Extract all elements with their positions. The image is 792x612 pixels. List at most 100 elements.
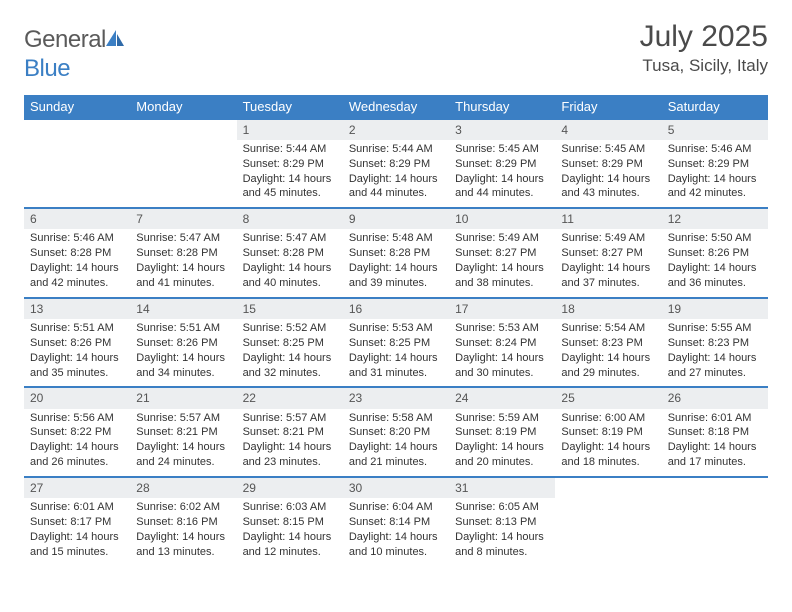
day-number: 14 — [130, 297, 236, 319]
day-number: 3 — [449, 118, 555, 140]
day-number: 25 — [555, 386, 661, 408]
daylight-line: Daylight: 14 hours and 8 minutes. — [455, 530, 549, 560]
dow-sunday: Sunday — [24, 95, 130, 118]
day-info: Sunrise: 6:03 AMSunset: 8:15 PMDaylight:… — [237, 498, 343, 565]
day-info: Sunrise: 5:55 AMSunset: 8:23 PMDaylight:… — [662, 319, 768, 386]
sunset-line: Sunset: 8:25 PM — [243, 336, 337, 351]
logo-text: GeneralBlue — [24, 26, 126, 83]
daylight-line: Daylight: 14 hours and 41 minutes. — [136, 261, 230, 291]
calendar-cell: 20Sunrise: 5:56 AMSunset: 8:22 PMDayligh… — [24, 386, 130, 476]
daylight-line: Daylight: 14 hours and 10 minutes. — [349, 530, 443, 560]
day-number-empty — [130, 118, 236, 140]
day-info: Sunrise: 5:51 AMSunset: 8:26 PMDaylight:… — [24, 319, 130, 386]
sunset-line: Sunset: 8:20 PM — [349, 425, 443, 440]
sunset-line: Sunset: 8:28 PM — [136, 246, 230, 261]
day-number-empty — [555, 476, 661, 498]
calendar-cell: 14Sunrise: 5:51 AMSunset: 8:26 PMDayligh… — [130, 297, 236, 387]
day-info: Sunrise: 5:47 AMSunset: 8:28 PMDaylight:… — [130, 229, 236, 296]
sunset-line: Sunset: 8:29 PM — [243, 157, 337, 172]
sunrise-line: Sunrise: 5:48 AM — [349, 231, 443, 246]
sunrise-line: Sunrise: 6:00 AM — [561, 411, 655, 426]
daylight-line: Daylight: 14 hours and 31 minutes. — [349, 351, 443, 381]
daylight-line: Daylight: 14 hours and 18 minutes. — [561, 440, 655, 470]
daylight-line: Daylight: 14 hours and 13 minutes. — [136, 530, 230, 560]
daylight-line: Daylight: 14 hours and 36 minutes. — [668, 261, 762, 291]
sunset-line: Sunset: 8:28 PM — [30, 246, 124, 261]
calendar-cell: 15Sunrise: 5:52 AMSunset: 8:25 PMDayligh… — [237, 297, 343, 387]
logo-part1: General — [24, 26, 106, 53]
daylight-line: Daylight: 14 hours and 35 minutes. — [30, 351, 124, 381]
calendar-cell: 26Sunrise: 6:01 AMSunset: 8:18 PMDayligh… — [662, 386, 768, 476]
calendar-cell — [662, 476, 768, 566]
day-number: 2 — [343, 118, 449, 140]
sunrise-line: Sunrise: 5:56 AM — [30, 411, 124, 426]
calendar-cell: 16Sunrise: 5:53 AMSunset: 8:25 PMDayligh… — [343, 297, 449, 387]
dow-friday: Friday — [555, 95, 661, 118]
daylight-line: Daylight: 14 hours and 23 minutes. — [243, 440, 337, 470]
sunset-line: Sunset: 8:28 PM — [349, 246, 443, 261]
sunrise-line: Sunrise: 5:47 AM — [243, 231, 337, 246]
day-number: 27 — [24, 476, 130, 498]
day-info: Sunrise: 5:49 AMSunset: 8:27 PMDaylight:… — [449, 229, 555, 296]
daylight-line: Daylight: 14 hours and 21 minutes. — [349, 440, 443, 470]
sunrise-line: Sunrise: 5:45 AM — [561, 142, 655, 157]
sunset-line: Sunset: 8:18 PM — [668, 425, 762, 440]
dow-wednesday: Wednesday — [343, 95, 449, 118]
day-info: Sunrise: 5:45 AMSunset: 8:29 PMDaylight:… — [555, 140, 661, 207]
day-info: Sunrise: 5:52 AMSunset: 8:25 PMDaylight:… — [237, 319, 343, 386]
daylight-line: Daylight: 14 hours and 17 minutes. — [668, 440, 762, 470]
day-info: Sunrise: 6:01 AMSunset: 8:18 PMDaylight:… — [662, 409, 768, 476]
day-info: Sunrise: 5:44 AMSunset: 8:29 PMDaylight:… — [237, 140, 343, 207]
sunset-line: Sunset: 8:26 PM — [136, 336, 230, 351]
day-info: Sunrise: 5:59 AMSunset: 8:19 PMDaylight:… — [449, 409, 555, 476]
daylight-line: Daylight: 14 hours and 27 minutes. — [668, 351, 762, 381]
calendar-cell: 4Sunrise: 5:45 AMSunset: 8:29 PMDaylight… — [555, 118, 661, 208]
sunrise-line: Sunrise: 5:55 AM — [668, 321, 762, 336]
calendar-week-row: 6Sunrise: 5:46 AMSunset: 8:28 PMDaylight… — [24, 207, 768, 297]
calendar-cell: 10Sunrise: 5:49 AMSunset: 8:27 PMDayligh… — [449, 207, 555, 297]
sunrise-line: Sunrise: 6:02 AM — [136, 500, 230, 515]
sunset-line: Sunset: 8:17 PM — [30, 515, 124, 530]
day-number: 29 — [237, 476, 343, 498]
calendar-cell: 31Sunrise: 6:05 AMSunset: 8:13 PMDayligh… — [449, 476, 555, 566]
calendar-cell — [24, 118, 130, 208]
daylight-line: Daylight: 14 hours and 44 minutes. — [349, 172, 443, 202]
day-number: 22 — [237, 386, 343, 408]
sunset-line: Sunset: 8:14 PM — [349, 515, 443, 530]
sunset-line: Sunset: 8:23 PM — [561, 336, 655, 351]
sunset-line: Sunset: 8:24 PM — [455, 336, 549, 351]
month-title: July 2025 — [640, 20, 768, 54]
day-info: Sunrise: 6:00 AMSunset: 8:19 PMDaylight:… — [555, 409, 661, 476]
dow-monday: Monday — [130, 95, 236, 118]
daylight-line: Daylight: 14 hours and 37 minutes. — [561, 261, 655, 291]
day-number: 16 — [343, 297, 449, 319]
sunset-line: Sunset: 8:29 PM — [349, 157, 443, 172]
calendar-cell: 22Sunrise: 5:57 AMSunset: 8:21 PMDayligh… — [237, 386, 343, 476]
day-number: 28 — [130, 476, 236, 498]
sunrise-line: Sunrise: 6:04 AM — [349, 500, 443, 515]
sunrise-line: Sunrise: 6:01 AM — [30, 500, 124, 515]
day-info: Sunrise: 5:45 AMSunset: 8:29 PMDaylight:… — [449, 140, 555, 207]
daylight-line: Daylight: 14 hours and 42 minutes. — [30, 261, 124, 291]
calendar-cell: 3Sunrise: 5:45 AMSunset: 8:29 PMDaylight… — [449, 118, 555, 208]
day-info: Sunrise: 5:48 AMSunset: 8:28 PMDaylight:… — [343, 229, 449, 296]
day-info: Sunrise: 5:46 AMSunset: 8:29 PMDaylight:… — [662, 140, 768, 207]
day-number: 21 — [130, 386, 236, 408]
sunrise-line: Sunrise: 5:57 AM — [136, 411, 230, 426]
sunrise-line: Sunrise: 5:59 AM — [455, 411, 549, 426]
daylight-line: Daylight: 14 hours and 12 minutes. — [243, 530, 337, 560]
calendar-cell: 9Sunrise: 5:48 AMSunset: 8:28 PMDaylight… — [343, 207, 449, 297]
sunrise-line: Sunrise: 5:54 AM — [561, 321, 655, 336]
day-info: Sunrise: 6:04 AMSunset: 8:14 PMDaylight:… — [343, 498, 449, 565]
dow-thursday: Thursday — [449, 95, 555, 118]
sunset-line: Sunset: 8:21 PM — [136, 425, 230, 440]
sunrise-line: Sunrise: 5:53 AM — [349, 321, 443, 336]
sunset-line: Sunset: 8:29 PM — [561, 157, 655, 172]
calendar-cell: 29Sunrise: 6:03 AMSunset: 8:15 PMDayligh… — [237, 476, 343, 566]
sunrise-line: Sunrise: 5:45 AM — [455, 142, 549, 157]
daylight-line: Daylight: 14 hours and 29 minutes. — [561, 351, 655, 381]
daylight-line: Daylight: 14 hours and 38 minutes. — [455, 261, 549, 291]
sunrise-line: Sunrise: 6:05 AM — [455, 500, 549, 515]
day-number: 24 — [449, 386, 555, 408]
calendar-cell: 17Sunrise: 5:53 AMSunset: 8:24 PMDayligh… — [449, 297, 555, 387]
